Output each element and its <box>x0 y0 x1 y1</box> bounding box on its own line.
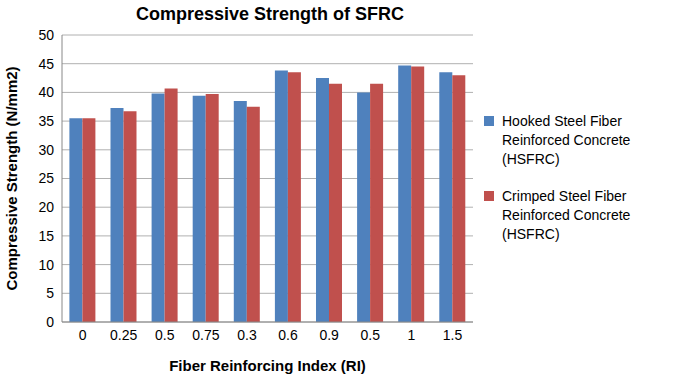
svg-text:1.5: 1.5 <box>443 327 463 343</box>
svg-text:25: 25 <box>38 170 54 186</box>
svg-text:5: 5 <box>46 285 54 301</box>
svg-text:40: 40 <box>38 84 54 100</box>
svg-text:30: 30 <box>38 142 54 158</box>
html-text:Crimped Steel Fiber Reinforced: Crimped Steel Fiber Reinforced Concrete … <box>502 188 631 242</box>
svg-text:0.75: 0.75 <box>192 327 219 343</box>
svg-text:1: 1 <box>407 327 415 343</box>
svg-text:0.9: 0.9 <box>319 327 339 343</box>
svg-text:0: 0 <box>79 327 87 343</box>
svg-text:20: 20 <box>38 199 54 215</box>
svg-text:0.3: 0.3 <box>237 327 257 343</box>
svg-text:0.5: 0.5 <box>155 327 175 343</box>
svg-text:35: 35 <box>38 113 54 129</box>
svg-text:Fiber Reinforcing Index (RI): Fiber Reinforcing Index (RI) <box>169 357 366 374</box>
svg-text:0.5: 0.5 <box>361 327 381 343</box>
svg-text:0.25: 0.25 <box>110 327 137 343</box>
html-text:Hooked Steel Fiber Reinforced: Hooked Steel Fiber Reinforced Concrete (… <box>502 113 631 167</box>
svg-text:0.6: 0.6 <box>278 327 298 343</box>
svg-text:Compressive Strength (N/mm2): Compressive Strength (N/mm2) <box>8 66 20 290</box>
svg-text:15: 15 <box>38 228 54 244</box>
svg-text:50: 50 <box>38 27 54 43</box>
html-text:Compressive Strength of SFRC: Compressive Strength of SFRC <box>136 4 404 24</box>
svg-text:0: 0 <box>46 314 54 330</box>
svg-text:45: 45 <box>38 56 54 72</box>
svg-text:10: 10 <box>38 257 54 273</box>
